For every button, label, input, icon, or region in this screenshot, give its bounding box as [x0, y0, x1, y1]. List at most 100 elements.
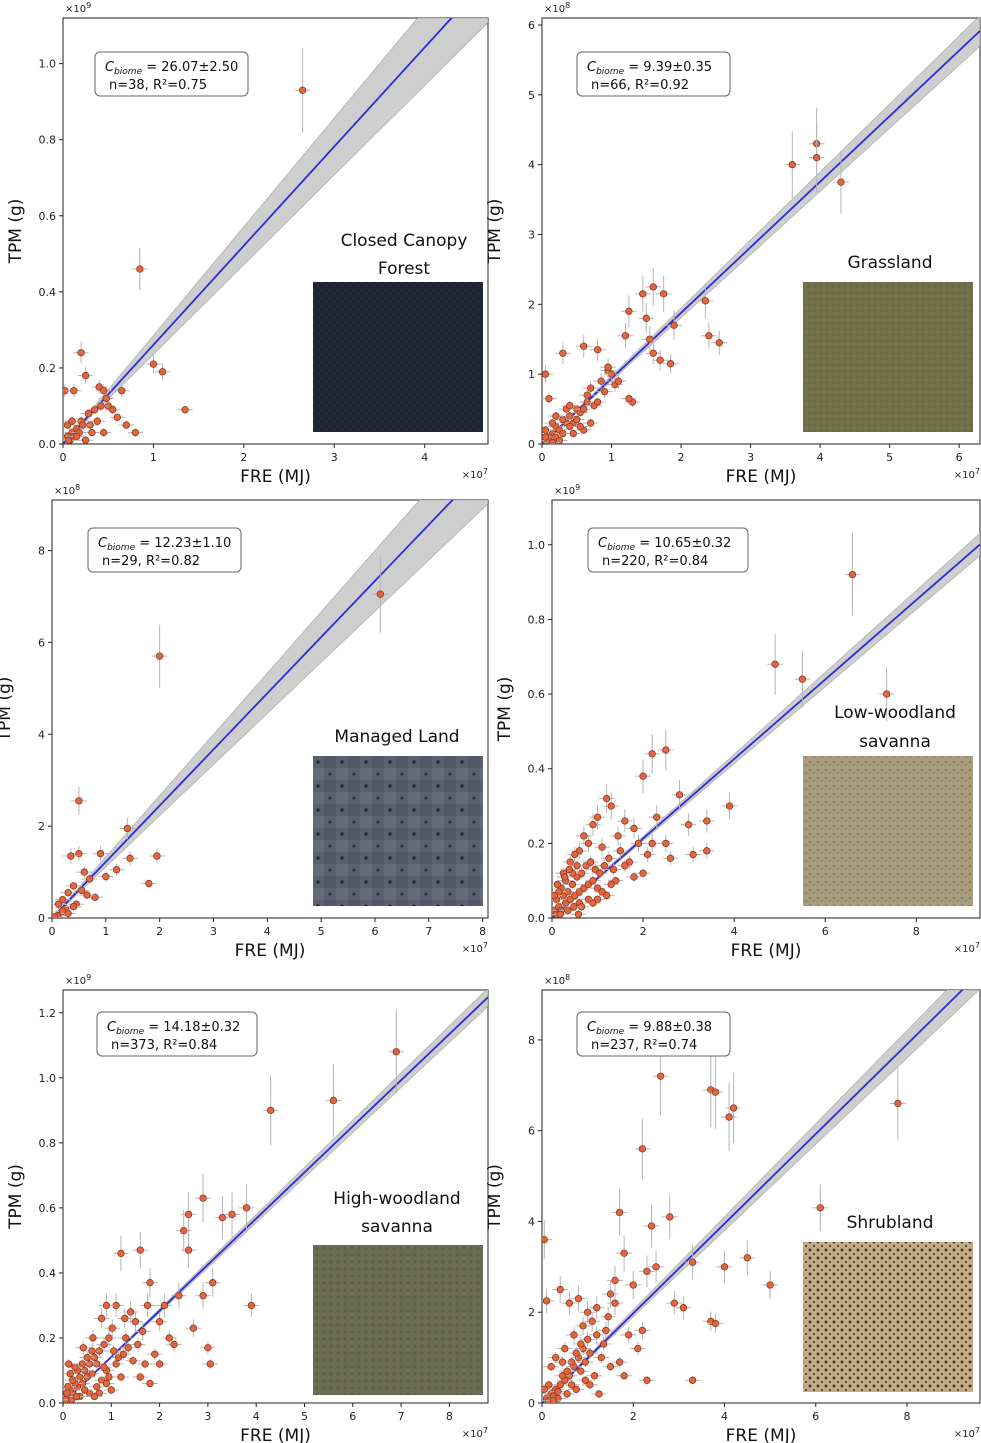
data-point — [582, 381, 599, 395]
point-marker — [566, 858, 574, 866]
point-marker — [621, 862, 629, 870]
data-point — [596, 859, 613, 873]
x-tick-label: 0 — [549, 925, 556, 938]
point-marker — [638, 1326, 647, 1335]
point-marker — [102, 1301, 111, 1310]
y-tick-label: 6 — [528, 1125, 535, 1138]
point-marker — [136, 1373, 144, 1381]
data-point — [109, 413, 125, 422]
point-marker — [580, 405, 588, 413]
data-point — [542, 1220, 553, 1260]
point-marker — [563, 1390, 571, 1398]
data-point — [151, 624, 168, 688]
data-point — [572, 1367, 589, 1376]
point-marker — [602, 891, 611, 900]
y-tick-label: 0 — [528, 438, 535, 451]
data-point — [79, 1352, 95, 1363]
point-marker — [621, 332, 630, 340]
data-point — [142, 1268, 158, 1298]
point-marker — [199, 1292, 207, 1300]
y-tick-label: 0.4 — [39, 286, 57, 299]
data-point — [684, 1376, 701, 1385]
data-point — [568, 1347, 585, 1360]
data-point — [63, 435, 77, 444]
chart-panel-1: 0 1 2 3 4 0.0 0.2 0.4 0.6 0.8 1.0 ×109 ×107 FRE (MJ) T… — [6, 1, 489, 487]
point-marker — [837, 178, 845, 186]
point-marker — [89, 1334, 97, 1342]
data-point — [73, 886, 90, 895]
data-point — [63, 1389, 75, 1398]
data-point — [586, 1371, 603, 1380]
stat-box: Cbiome = 10.65±0.32n=220, R²=0.84 — [587, 527, 749, 573]
stat-box-frame — [94, 51, 249, 97]
x-exponent: ×107 — [462, 467, 488, 481]
data-point — [68, 432, 85, 441]
point-marker — [689, 850, 697, 859]
point-marker — [72, 432, 81, 441]
point-marker — [593, 813, 602, 821]
point-marker — [648, 839, 656, 848]
point-marker — [545, 1381, 553, 1389]
data-point — [658, 729, 674, 771]
data-point — [63, 1359, 77, 1369]
y-exponent: ×109 — [65, 1, 91, 15]
stat-line-2: n=220, R²=0.84 — [602, 554, 708, 569]
y-exponent: ×108 — [544, 1, 570, 15]
data-point — [739, 1240, 756, 1276]
point-marker — [88, 1347, 96, 1355]
data-point — [561, 411, 578, 421]
point-marker — [576, 422, 584, 431]
data-point — [71, 786, 87, 815]
data-point — [589, 805, 606, 830]
data-point — [96, 428, 112, 437]
data-point — [603, 880, 619, 889]
point-marker — [648, 750, 656, 758]
data-point — [151, 1359, 168, 1369]
y-tick-label: 0.0 — [528, 912, 546, 925]
data-point — [180, 1191, 197, 1238]
data-point — [575, 404, 592, 414]
data-point — [63, 420, 76, 430]
data-point — [205, 1268, 221, 1298]
x-exponent: ×107 — [954, 941, 980, 955]
point-marker — [206, 1360, 214, 1368]
inset-title: Grassland — [848, 253, 933, 273]
y-tick-label: 1.0 — [39, 58, 57, 71]
data-point — [661, 1194, 678, 1240]
point-marker — [600, 862, 609, 870]
stat-box-frame — [87, 527, 242, 573]
data-point — [388, 1009, 404, 1094]
regression-line — [542, 990, 964, 1403]
point-marker — [572, 1349, 580, 1357]
data-point — [878, 667, 895, 721]
x-tick-label: 2 — [240, 451, 247, 464]
data-point — [592, 867, 608, 879]
data-point — [139, 1293, 156, 1318]
point-marker — [118, 387, 126, 395]
y-axis-label: TPM (g) — [485, 1164, 505, 1230]
stat-box-frame — [96, 1011, 258, 1057]
y-tick-label: 4 — [528, 159, 535, 172]
data-point — [721, 1082, 737, 1152]
data-point — [195, 1282, 211, 1309]
y-tick-label: 0.4 — [39, 1267, 57, 1280]
data-point — [101, 1330, 117, 1346]
confidence-band — [63, 990, 488, 1403]
data-point — [643, 1204, 660, 1248]
data-point — [639, 846, 656, 863]
point-marker — [158, 368, 167, 376]
x-tick-label: 3 — [747, 451, 754, 464]
data-point — [96, 1362, 112, 1372]
y-tick-label: 0.6 — [39, 1202, 57, 1215]
point-marker — [113, 413, 121, 422]
point-marker — [684, 821, 693, 829]
x-tick-label: 1 — [150, 451, 157, 464]
data-point — [585, 898, 601, 908]
y-tick-label: 0 — [38, 912, 45, 925]
stat-line-1: Cbiome = 9.39±0.35 — [587, 60, 712, 77]
point-marker — [97, 402, 105, 410]
data-point — [154, 363, 171, 381]
data-point — [564, 880, 581, 889]
inset-title: Forest — [378, 259, 431, 279]
x-tick-label: 2 — [678, 451, 685, 464]
